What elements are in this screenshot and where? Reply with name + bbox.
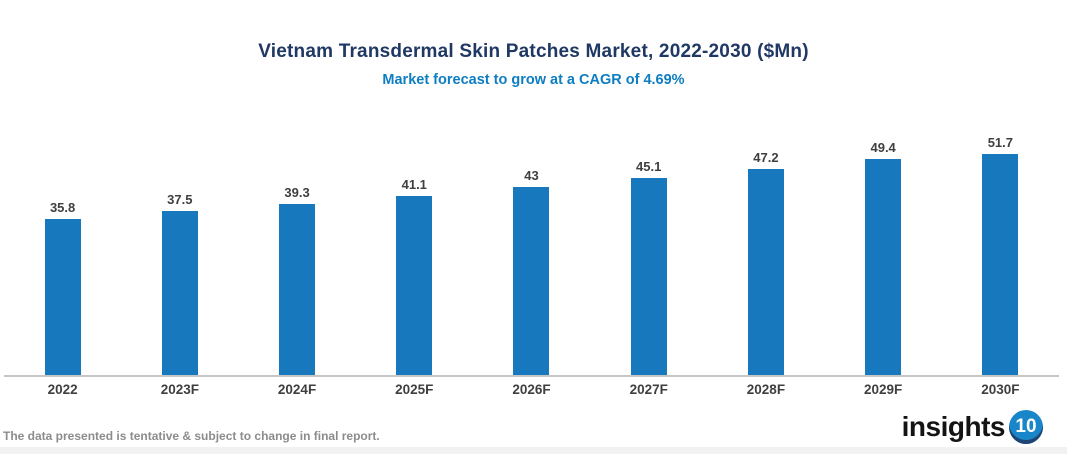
category-label: 2024F [277,382,317,397]
category-label: 2022 [47,382,78,397]
bar-group: 45.1 [590,135,707,375]
category-label: 2027F [629,382,668,397]
bottom-strip [0,447,1067,454]
bar-group: 35.8 [4,135,121,375]
category-label: 2028F [746,382,786,397]
bar-value-label: 51.7 [987,135,1014,150]
bar-group: 37.5 [121,135,238,375]
plot-area: 35.8 37.5 39.3 41.1 43 45.1 47.2 49.4 51.7 2022 2… [4,135,1059,397]
logo-text: insights [901,411,1006,442]
category-label: 2030F [981,382,1020,397]
bar-value-label: 41.1 [401,177,427,192]
bar [161,211,198,375]
bar-group: 47.2 [707,135,824,375]
bar [630,178,667,375]
bar-group: 39.3 [238,135,355,375]
bar-value-label: 43 [524,168,539,183]
bar-value-label: 35.8 [49,200,76,215]
chart-title: Vietnam Transdermal Skin Patches Market,… [258,41,809,62]
category-label: 2023F [160,382,199,397]
bar-value-label: 37.5 [167,192,193,207]
category-label: 2025F [395,382,434,397]
bar-value-label: 45.1 [636,159,662,174]
bar [44,219,81,375]
logo-badge-circle: 10 [1009,410,1043,444]
bar [865,159,902,375]
bar-value-label: 39.3 [284,185,310,200]
bar-value-label: 47.2 [753,150,779,165]
category-label: 2029F [864,382,903,397]
bar-group: 41.1 [356,135,473,375]
x-axis-line [4,375,1059,377]
bar [396,196,433,375]
bar-group: 51.7 [942,135,1059,375]
bar [747,169,784,375]
bar [513,187,550,375]
categories-row: 2022 2023F 2024F 2025F 2026F 2027F 2028F 2029F 2… [4,377,1059,397]
bar [279,204,316,375]
disclaimer-text: The data presented is tentative & subjec… [3,429,380,443]
insights10-logo: insights 10 [902,410,1043,444]
category-label: 2026F [512,382,551,397]
bar-group: 43 [473,135,590,375]
bars-row: 35.8 37.5 39.3 41.1 43 45.1 47.2 49.4 51.7 [4,135,1059,375]
bar-value-label: 49.4 [870,140,896,155]
bar-group: 49.4 [825,135,942,375]
bar [982,154,1019,375]
chart-subtitle: Market forecast to grow at a CAGR of 4.6… [382,72,685,88]
